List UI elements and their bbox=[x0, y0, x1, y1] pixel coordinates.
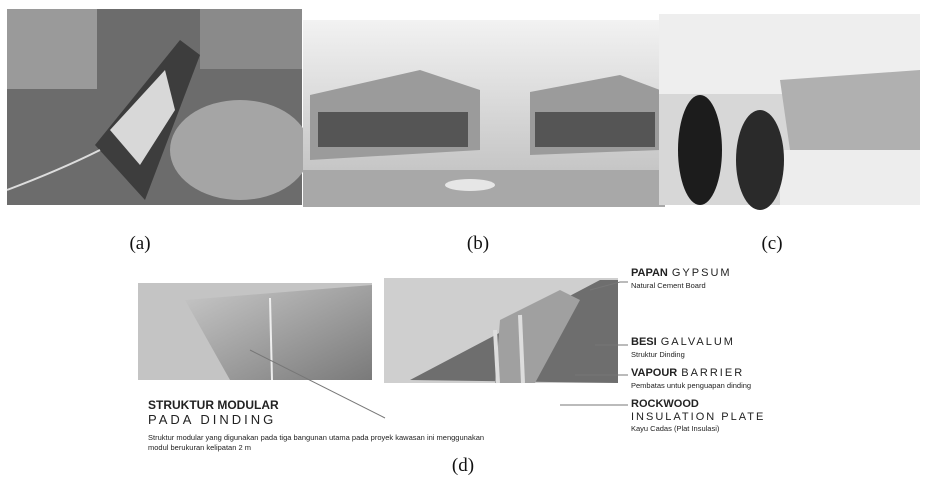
label-light: GYPSUM bbox=[672, 267, 732, 279]
caption: (b) bbox=[467, 233, 489, 254]
label-list: PAPAN GYPSUM Natural Cement Board BESI GALVA… bbox=[631, 267, 765, 433]
label-bold: BESI bbox=[631, 336, 657, 348]
label-bold: ROCKWOOD bbox=[631, 398, 699, 410]
description: Struktur modular yang digunakan pada tig… bbox=[148, 433, 484, 442]
label-sub: Struktur Dinding bbox=[631, 350, 685, 359]
label-bold: PAPAN bbox=[631, 267, 668, 279]
interior-render bbox=[659, 14, 920, 210]
label-heading: VAPOUR BARRIER bbox=[631, 367, 744, 379]
building-render bbox=[303, 20, 665, 207]
caption: (d) bbox=[452, 455, 474, 476]
diagram-title: STRUKTUR MODULAR bbox=[148, 398, 279, 412]
wall-diagram bbox=[138, 278, 628, 419]
label-light: GALVALUM bbox=[661, 336, 735, 348]
aerial-photo bbox=[6, 9, 310, 205]
caption: (c) bbox=[761, 233, 782, 254]
description: modul berukuran kelipatan 2 m bbox=[148, 443, 251, 452]
label-sub: Natural Cement Board bbox=[631, 281, 706, 290]
label-heading: ROCKWOOD bbox=[631, 398, 699, 410]
label-light: BARRIER bbox=[681, 367, 744, 379]
label-sub: Pembatas untuk penguapan dinding bbox=[631, 381, 751, 390]
label-heading: PAPAN GYPSUM bbox=[631, 267, 732, 279]
label-light: INSULATION PLATE bbox=[631, 411, 765, 423]
label-heading: BESI GALVALUM bbox=[631, 336, 735, 348]
label-bold: VAPOUR bbox=[631, 367, 677, 379]
label-sub: Kayu Cadas (Plat Insulasi) bbox=[631, 424, 720, 433]
diagram-subtitle: PADA DINDING bbox=[148, 412, 276, 427]
caption: (a) bbox=[129, 233, 150, 254]
